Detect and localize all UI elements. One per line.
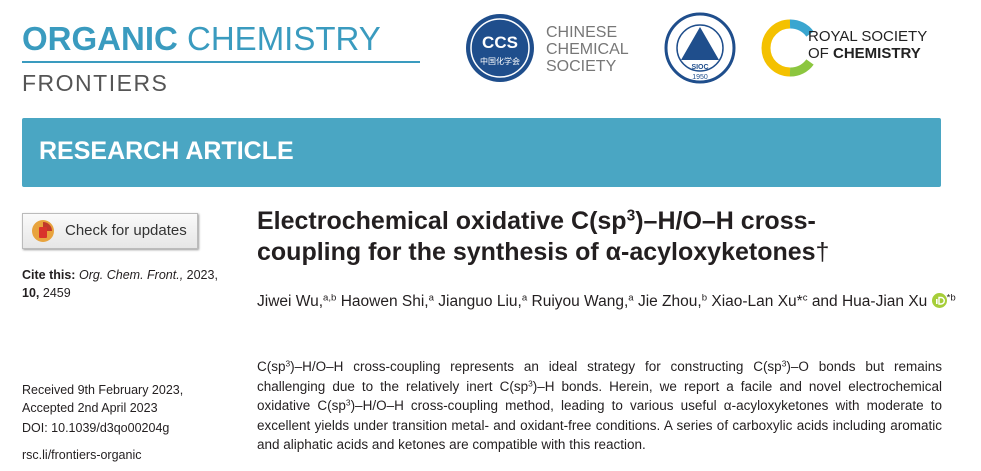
sioc-year: 1950	[692, 74, 708, 81]
rsc-arc	[761, 19, 791, 77]
journal-word: CHEMISTRY	[187, 20, 381, 57]
cite-label: Cite this:	[22, 268, 76, 282]
orcid-glyph	[937, 296, 945, 305]
title-text: Electrochemical oxidative C(sp	[257, 207, 627, 235]
author: Jianguo Liu,	[438, 293, 522, 310]
abstract-text: )–H bonds. Herein, we report a facile an…	[257, 378, 942, 414]
ccs-name: CHEMICAL	[546, 41, 629, 58]
received: Received 9th February 2023,	[22, 383, 184, 397]
sioc-triangle	[681, 27, 719, 60]
abstract-sup: 3	[528, 378, 533, 388]
ccs-name: CHINESE	[546, 24, 617, 41]
title-text: )–H/O–H cross-coupling for the synthesis…	[257, 207, 816, 266]
author: Xiao-Lan Xu*	[711, 293, 803, 310]
cite-volume: 10,	[22, 286, 40, 300]
author: Ruiyou Wang,	[531, 293, 629, 310]
citation: Cite this: Org. Chem. Front., 2023, 10, …	[22, 266, 237, 302]
dates: Received 9th February 2023, Accepted 2nd…	[22, 381, 183, 417]
journal-word: ORGANIC	[22, 20, 178, 57]
ccs-badge	[466, 14, 534, 82]
logos: CCS 中国化学会 CHINESE CHEMICAL SOCIETY SIOC …	[466, 12, 927, 84]
abstract-sup: 3	[285, 358, 291, 369]
affiliation: a	[521, 292, 528, 304]
ccs-abbr: CCS	[482, 33, 518, 52]
rsc-arc	[789, 19, 814, 37]
ccs-ring	[470, 18, 530, 78]
banner-text: RESEARCH ARTICLE	[39, 137, 294, 165]
abstract-text: C(sp	[257, 359, 286, 374]
accepted: Accepted 2nd April 2023	[22, 401, 158, 415]
orcid-glyph	[935, 299, 938, 304]
journal-link[interactable]: rsc.li/frontiers-organic	[22, 448, 142, 462]
journal-name: ORGANIC CHEMISTRY	[22, 20, 381, 58]
rsc-name: OF CHEMISTRY	[808, 45, 921, 62]
rsc-name: OF	[808, 45, 829, 62]
orcid-icon[interactable]	[931, 293, 947, 308]
rsc-arc	[789, 59, 814, 77]
ccs-name: SOCIETY	[546, 58, 617, 75]
rsc-name: CHEMISTRY	[833, 45, 921, 62]
author: and Hua-Jian Xu	[811, 293, 928, 310]
abstract-sup: 3	[345, 397, 351, 408]
abstract-text: )–O bonds but remains challenging due to…	[257, 359, 942, 394]
check-updates-button[interactable]: Check for updates	[22, 213, 198, 249]
cite-journal: Org. Chem. Front.,	[78, 268, 184, 282]
title-dagger: †	[815, 238, 830, 266]
title-sup: 3	[626, 207, 636, 225]
abstract: C(sp3)–H/O–H cross-coupling represents a…	[257, 357, 942, 455]
affiliation: c	[802, 292, 808, 304]
journal-subname: FRONTIERS	[22, 70, 169, 96]
abstract-text: )–H/O–H cross-coupling represents an ide…	[290, 359, 782, 374]
rule	[22, 61, 420, 63]
ccs-chinese: 中国化学会	[480, 56, 520, 66]
doi[interactable]: DOI: 10.1039/d3qo00204g	[22, 421, 170, 435]
sioc-ring	[676, 24, 724, 72]
check-icon	[32, 220, 54, 242]
sioc-abbr: SIOC	[691, 64, 708, 71]
icon-bookmark	[39, 227, 47, 238]
affiliation: *b	[946, 292, 956, 304]
abstract-text: )–H/O–H cross-coupling method, leading t…	[257, 398, 942, 453]
check-updates-text[interactable]: Check for updates	[65, 222, 187, 239]
cite-year: 2023,	[186, 268, 218, 282]
affiliation: b	[701, 292, 708, 304]
article-title: Electrochemical oxidative C(sp3)–H/O–H c…	[257, 206, 917, 268]
affiliation: a	[628, 292, 634, 304]
author: Jiwei Wu,	[257, 293, 324, 310]
banner: RESEARCH ARTICLE	[22, 118, 941, 187]
affiliation: a,b	[323, 292, 337, 304]
abstract-sup: 3	[781, 358, 787, 369]
cite-page: 2459	[42, 286, 71, 300]
authors: Jiwei Wu,a,b Haowen Shi,a Jianguo Liu,a …	[257, 291, 957, 313]
rsc-name: ROYAL SOCIETY	[808, 28, 927, 45]
affiliation: a	[428, 292, 434, 304]
author: Jie Zhou,	[637, 293, 702, 310]
author: Haowen Shi,	[340, 293, 429, 310]
